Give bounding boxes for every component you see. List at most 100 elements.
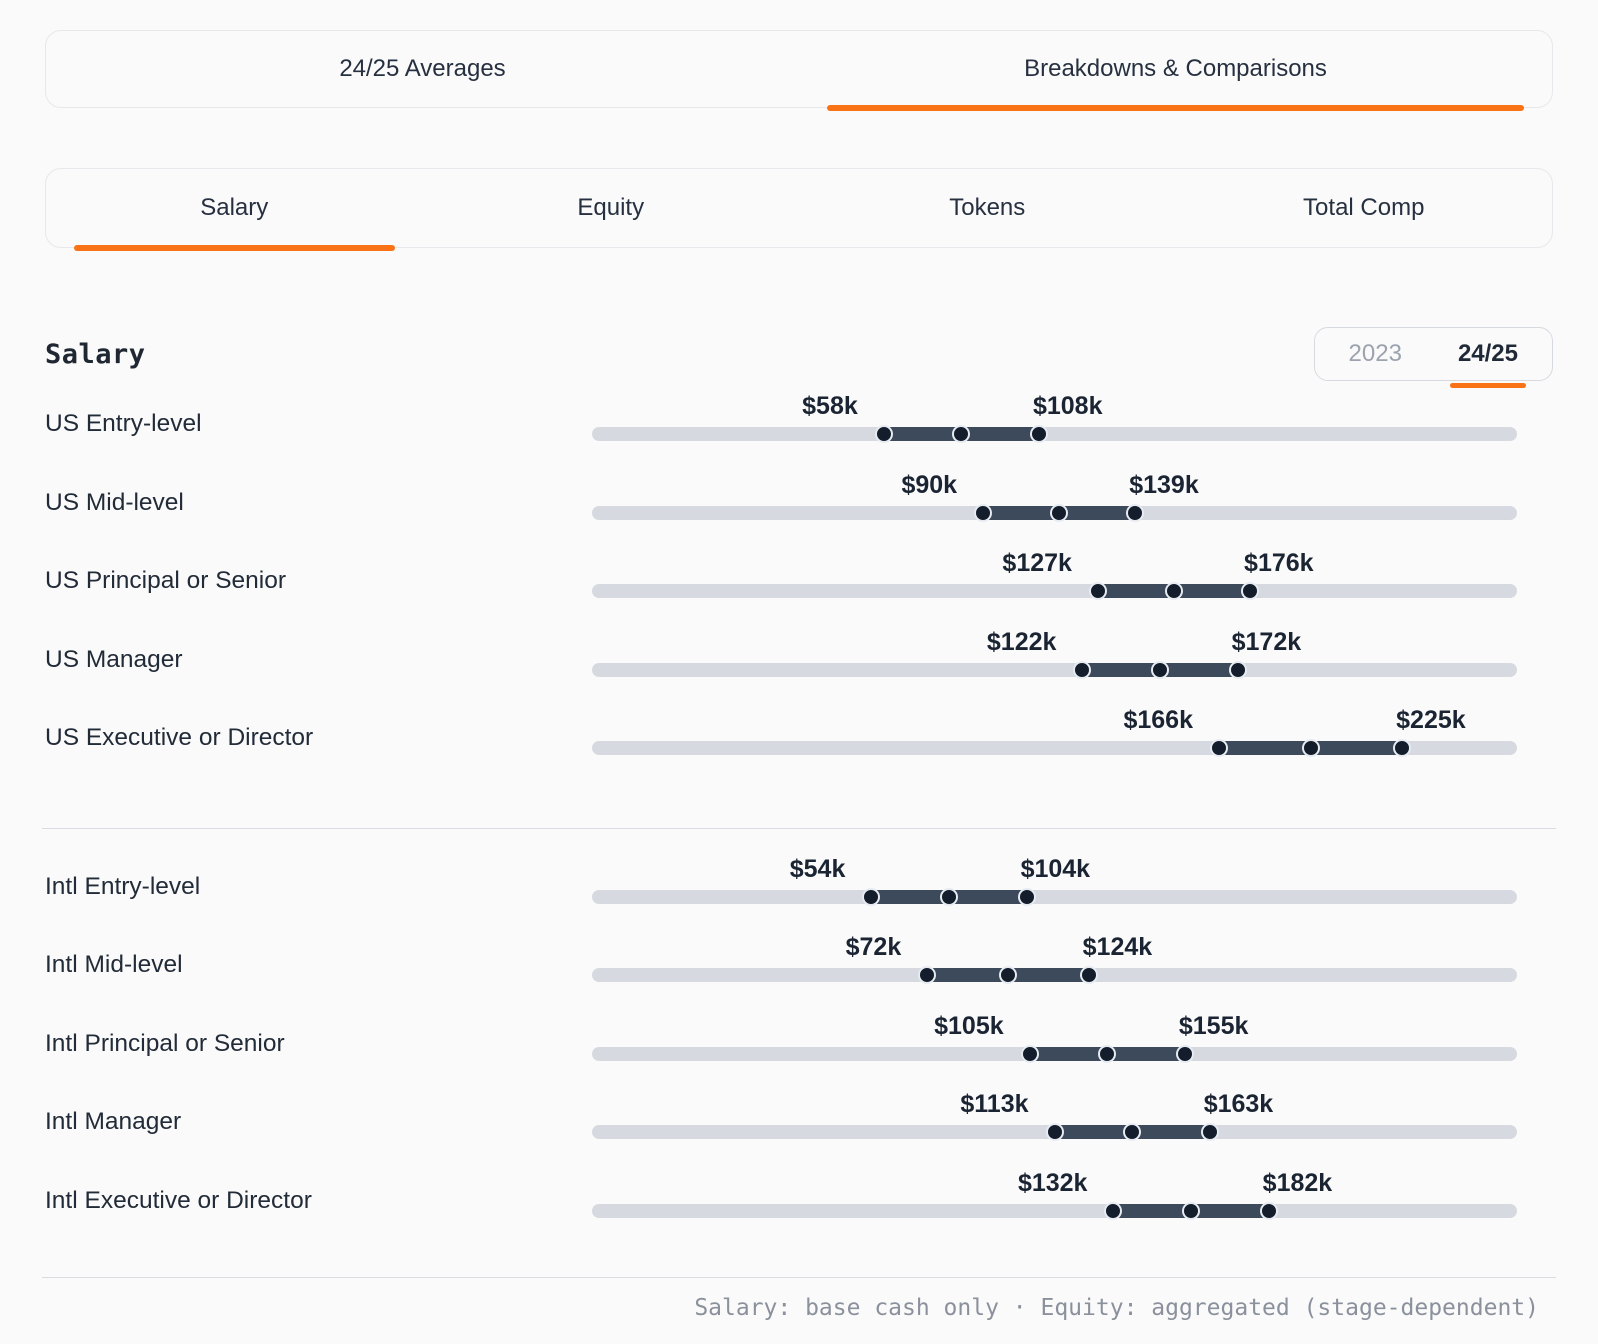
max-dot [1241,582,1260,600]
row-label: US Entry-level [45,410,202,438]
tab-total-comp[interactable]: Total Comp [1176,169,1553,247]
min-dot [1104,1201,1123,1220]
max-value-label: $182k [1262,1168,1333,1197]
footer-divider [42,1277,1556,1278]
range-slider: $166k $225k [592,706,1517,789]
section-header: Salary 2023 24/25 [45,327,1553,388]
min-value-label: $72k [845,933,902,961]
tab-label: Salary [200,194,269,221]
chart-row-us-entry-level: US Entry-level $58k $108k [45,392,1553,475]
max-value-label: $139k [1129,470,1199,499]
range-slider: $105k $155k [592,1012,1517,1095]
min-dot [1020,1044,1039,1063]
chart-row-us-mid-level: US Mid-level $90k $139k [45,471,1553,554]
tab-label: Total Comp [1303,194,1425,221]
row-label: Intl Mid-level [45,951,183,979]
max-dot [1175,1044,1194,1063]
mid-dot [939,887,958,906]
row-label: Intl Entry-level [45,872,201,900]
active-year-underline [1449,383,1526,388]
mid-dot [1123,1123,1142,1141]
row-label: US Principal or Senior [45,567,287,595]
slider-track [592,662,1517,677]
range-slider: $132k $182k [592,1169,1517,1252]
mid-dot [952,425,971,443]
chart-row-intl-principal-or-senior: Intl Principal or Senior $105k $155k [45,1012,1553,1095]
active-tab-underline [74,245,395,251]
min-value-label: $122k [986,627,1057,656]
min-value-label: $58k [802,392,858,420]
year-option-label: 24/25 [1457,340,1518,367]
min-dot [974,503,993,522]
year-option-2023[interactable]: 2023 [1321,328,1430,380]
max-dot [1126,503,1145,522]
max-dot [1079,966,1098,984]
tab-equity[interactable]: Equity [423,169,800,247]
mid-dot [1098,1044,1117,1063]
max-dot [1393,739,1412,757]
min-dot [1045,1123,1064,1141]
row-label: Intl Executive or Director [45,1186,312,1214]
group-intl: Intl Entry-level $54k $104k Intl Mid-level $… [45,855,1553,1252]
range-slider: $113k $163k [592,1090,1517,1173]
range-chart: US Entry-level $58k $108k US Mid-level $90k $… [42,392,1556,1252]
chart-row-intl-mid-level: Intl Mid-level $72k $124k [45,933,1553,1016]
slider-track [592,889,1517,904]
min-dot [1088,582,1107,600]
min-value-label: $54k [789,854,846,883]
min-value-label: $113k [960,1090,1029,1118]
group-us: US Entry-level $58k $108k US Mid-level $90k $… [45,392,1553,789]
min-dot [1210,739,1228,757]
min-value-label: $90k [901,470,958,499]
chart-row-us-manager: US Manager $122k $172k [45,628,1553,711]
max-dot [1228,660,1247,679]
row-label: US Executive or Director [45,724,314,752]
range-slider: $127k $176k [592,549,1517,632]
range-slider: $90k $139k [592,471,1517,554]
max-value-label: $176k [1244,549,1314,577]
row-label: Intl Principal or Senior [45,1029,285,1057]
max-dot [1029,425,1048,443]
chart-row-intl-executive-or-director: Intl Executive or Director $132k $182k [45,1169,1553,1252]
max-value-label: $104k [1020,854,1091,883]
max-value-label: $155k [1178,1011,1249,1040]
row-label: Intl Manager [45,1108,182,1136]
max-value-label: $108k [1032,392,1103,420]
slider-track [592,1203,1517,1218]
group-divider [42,827,1556,829]
chart-row-intl-manager: Intl Manager $113k $163k [45,1090,1553,1173]
min-value-label: $166k [1123,706,1193,734]
max-value-label: $124k [1082,933,1153,961]
secondary-tabs: Salary Equity Tokens Total Comp [45,168,1553,251]
slider-track [592,427,1517,441]
tab-label: Tokens [949,194,1026,221]
tab-breakdowns-comparisons[interactable]: Breakdowns & Comparisons [799,31,1552,111]
section-title: Salary [45,338,146,370]
max-dot [1200,1123,1219,1141]
row-label: US Mid-level [45,488,184,516]
chart-row-us-executive-or-director: US Executive or Director $166k $225k [45,706,1553,789]
mid-dot [998,966,1017,984]
min-dot [862,887,881,906]
slider-track [592,584,1517,598]
year-option-label: 2023 [1348,340,1402,367]
mid-dot [1151,660,1170,679]
range-slider: $72k $124k [592,933,1517,1016]
tab-label: 24/25 Averages [339,55,506,82]
tab-24-25-averages[interactable]: 24/25 Averages [46,31,799,107]
min-dot [874,425,893,443]
max-value-label: $172k [1231,627,1302,656]
year-option-24-25[interactable]: 24/25 [1430,328,1546,388]
min-value-label: $105k [934,1011,1004,1040]
mid-dot [1182,1201,1201,1220]
tab-label: Equity [577,194,645,221]
min-dot [1073,660,1092,679]
tab-tokens[interactable]: Tokens [799,169,1176,247]
max-value-label: $225k [1396,706,1466,734]
active-tab-underline [827,105,1524,111]
min-value-label: $127k [1002,549,1072,577]
mid-dot [1165,582,1183,600]
tab-salary[interactable]: Salary [46,169,423,251]
mid-dot [1050,503,1069,522]
